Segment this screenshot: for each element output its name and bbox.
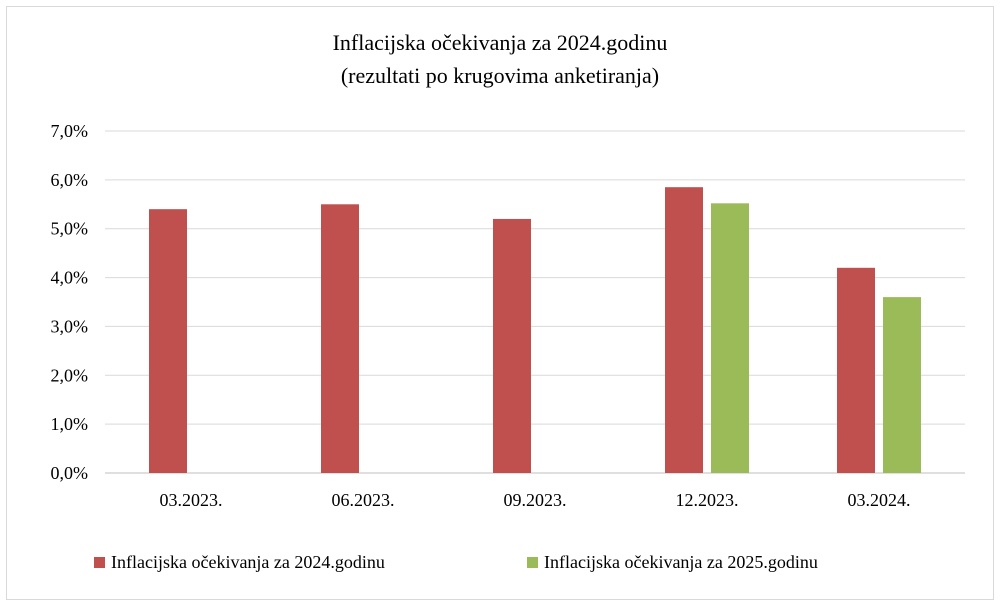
- y-tick-label: 3,0%: [51, 316, 89, 336]
- y-tick-label: 4,0%: [51, 268, 89, 288]
- y-tick-label: 2,0%: [51, 365, 89, 385]
- bar-series-1-06-2023: [321, 204, 359, 474]
- chart-title: Inflacijska očekivanja za 2024.godinu: [333, 30, 668, 55]
- x-category-label: 06.2023.: [332, 490, 395, 510]
- grid-layer: [105, 130, 965, 474]
- y-tick-label: 0,0%: [51, 463, 89, 483]
- legend-swatch-series-1: [94, 557, 105, 568]
- y-tick-label: 5,0%: [51, 219, 89, 239]
- bar-series-1-03-2023: [149, 209, 187, 473]
- y-tick-label: 7,0%: [51, 121, 89, 141]
- bar-series-1-09-2023: [493, 218, 531, 473]
- x-category-label: 03.2024.: [848, 490, 911, 510]
- x-category-label: 09.2023.: [504, 490, 567, 510]
- x-axis-category-labels: 03.2023. 06.2023. 09.2023. 12.2023. 03.2024.: [160, 490, 911, 510]
- legend: Inflacijska očekivanja za 2024.godinu Inf…: [94, 552, 818, 572]
- chart-subtitle: (rezultati po krugovima anketiranja): [341, 63, 659, 88]
- bar-series-2-03-2024: [883, 297, 921, 473]
- y-tick-label: 6,0%: [51, 170, 89, 190]
- bar-series-1-12-2023: [665, 187, 703, 473]
- legend-label-series-1: Inflacijska očekivanja za 2024.godinu: [111, 552, 385, 572]
- legend-label-series-2: Inflacijska očekivanja za 2025.godinu: [544, 552, 818, 572]
- x-category-label: 12.2023.: [676, 490, 739, 510]
- legend-swatch-series-2: [527, 557, 538, 568]
- y-tick-label: 1,0%: [51, 414, 89, 434]
- bar-series-2-12-2023: [711, 203, 749, 473]
- x-category-label: 03.2023.: [160, 490, 223, 510]
- bar-series-1-03-2024: [837, 267, 875, 473]
- y-axis-tick-labels: 0,0% 1,0% 2,0% 3,0% 4,0% 5,0% 6,0% 7,0%: [51, 121, 89, 483]
- bar-layer: [149, 187, 921, 474]
